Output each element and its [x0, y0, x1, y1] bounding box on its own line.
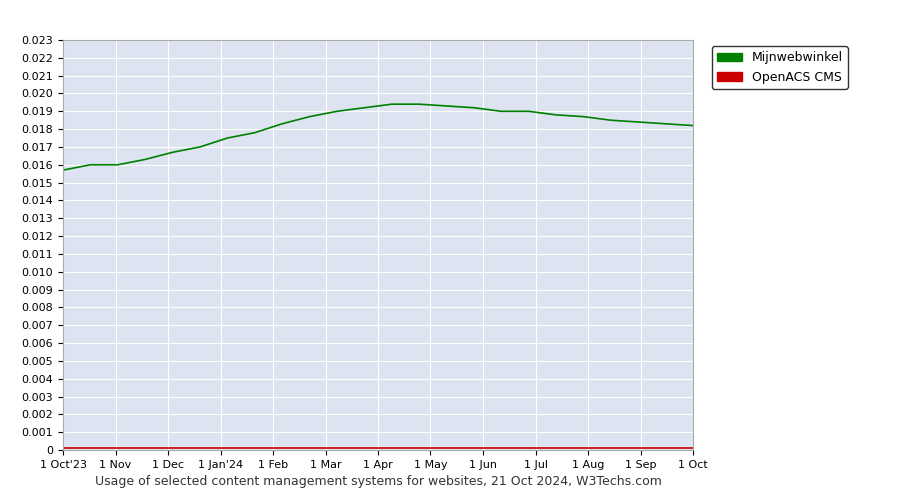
Legend: Mijnwebwinkel, OpenACS CMS: Mijnwebwinkel, OpenACS CMS — [712, 46, 848, 88]
X-axis label: Usage of selected content management systems for websites, 21 Oct 2024, W3Techs.: Usage of selected content management sys… — [94, 476, 662, 488]
